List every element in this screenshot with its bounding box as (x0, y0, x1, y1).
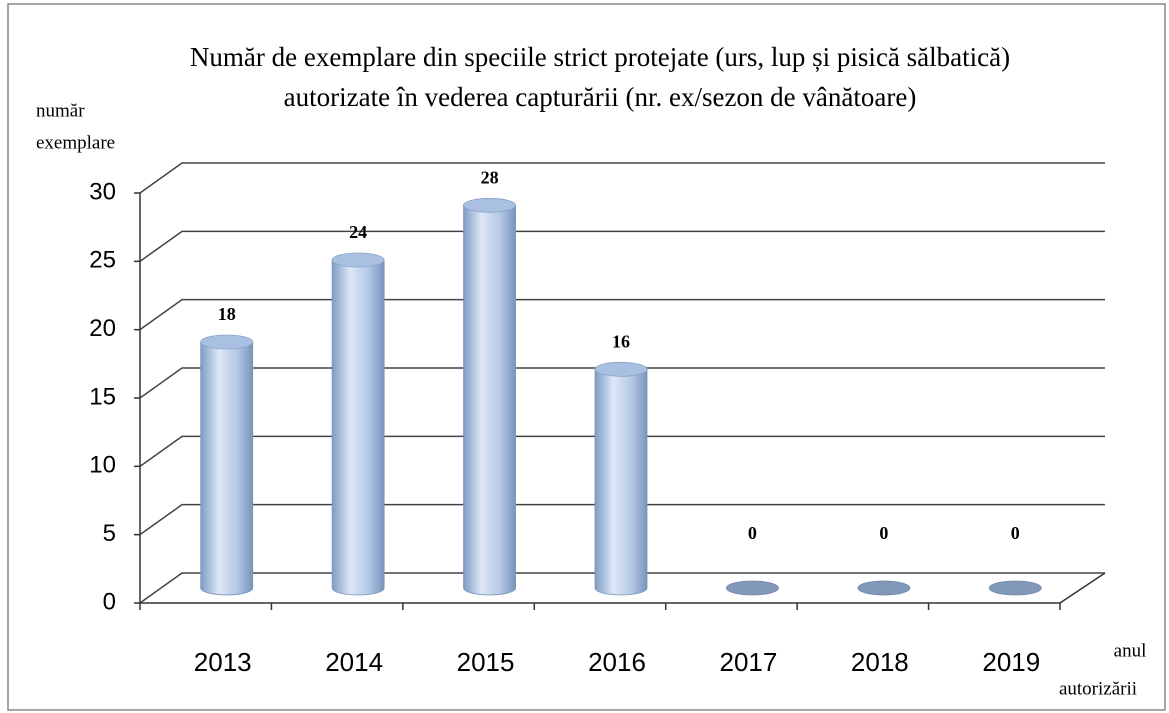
x-tick-label: 2013 (194, 647, 252, 677)
x-axis-label: autorizării (1059, 678, 1137, 699)
value-label: 24 (349, 222, 367, 242)
x-tick-label: 2014 (325, 647, 383, 677)
bar (200, 334, 254, 596)
frame (7, 3, 1166, 711)
x-tick-label: 2018 (851, 647, 909, 677)
y-axis-label: exemplare (36, 132, 115, 153)
grid-line (139, 298, 1105, 331)
bar-body (200, 341, 254, 596)
x-axis-label: anul (1114, 640, 1147, 661)
bar-top (331, 252, 385, 268)
y-axis-label: număr (36, 100, 85, 121)
y-tick-label: 30 (89, 178, 116, 205)
bar (594, 361, 648, 596)
bar-top (463, 197, 516, 213)
bar (331, 252, 385, 596)
bar-body (594, 368, 648, 596)
y-tick-label: 25 (89, 247, 116, 274)
chart-title: autorizate în vederea capturării (nr. ex… (284, 82, 917, 112)
y-tick-label: 0 (103, 588, 116, 615)
grid-line (139, 435, 1105, 467)
bar-body (331, 259, 385, 596)
bar (988, 580, 1042, 596)
grid-line (139, 367, 1105, 399)
grid-line (139, 162, 1105, 194)
bar-body (463, 204, 516, 596)
bar-top (200, 334, 254, 350)
bar-top (594, 361, 648, 377)
x-tick-label: 2015 (457, 647, 515, 677)
bar (857, 580, 911, 596)
bar (726, 580, 779, 596)
bar (463, 197, 516, 596)
bar-top (857, 580, 911, 596)
value-label: 16 (612, 331, 630, 351)
value-label: 0 (748, 523, 757, 543)
value-label: 0 (1011, 523, 1020, 543)
bar-top (988, 580, 1042, 596)
chart-title: Număr de exemplare din speciile strict p… (190, 42, 1010, 72)
y-tick-label: 10 (89, 452, 116, 479)
value-label: 18 (218, 304, 236, 324)
y-tick-label: 15 (89, 383, 116, 410)
x-tick-label: 2016 (588, 647, 646, 677)
grid-line (139, 503, 1105, 536)
grid-line (139, 230, 1105, 262)
value-label: 0 (879, 523, 888, 543)
y-tick-label: 20 (89, 315, 116, 342)
bar-top (726, 580, 779, 596)
grid-line (139, 572, 1105, 604)
value-label: 28 (481, 167, 499, 187)
x-tick-label: 2017 (720, 647, 778, 677)
x-tick-label: 2019 (982, 647, 1040, 677)
y-tick-label: 5 (103, 520, 116, 547)
